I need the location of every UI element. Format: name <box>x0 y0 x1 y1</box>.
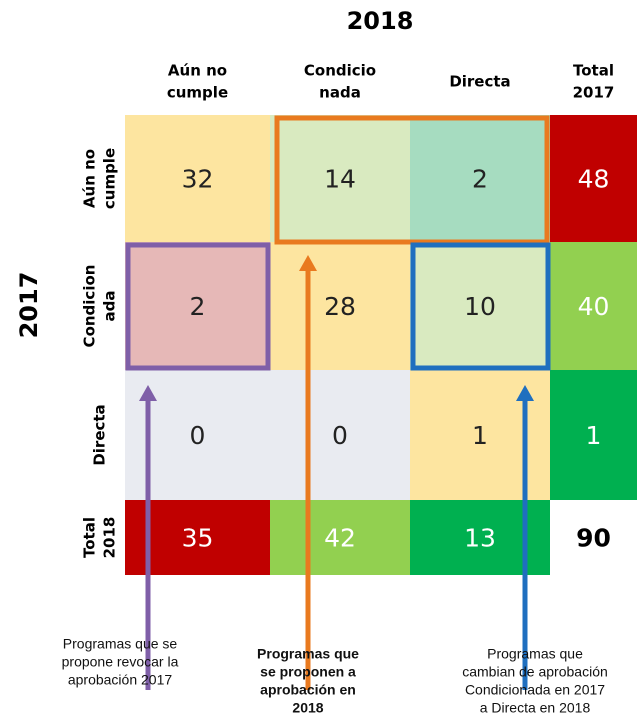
cell-value: 1 <box>472 421 488 450</box>
cell-value: 2 <box>190 292 206 321</box>
cell-value: 48 <box>578 165 610 194</box>
cell <box>270 242 410 370</box>
cell <box>125 242 270 370</box>
column-header: Total <box>573 62 614 80</box>
row-header: Directa <box>91 404 109 465</box>
column-header: Condicio <box>304 62 376 80</box>
cell-value: 28 <box>324 292 356 321</box>
column-header: Directa <box>449 73 510 91</box>
cell-value: 2 <box>472 165 488 194</box>
row-header: ada <box>101 291 119 322</box>
annotation: Programas que <box>487 646 583 662</box>
annotation: propone revocar la <box>62 654 179 670</box>
cell <box>270 500 410 575</box>
cell-value: 13 <box>464 524 496 553</box>
top-title: 2018 <box>347 7 414 35</box>
cell-value: 32 <box>182 165 214 194</box>
annotation: se proponen a <box>260 664 356 680</box>
annotation: aprobación 2017 <box>68 672 173 688</box>
cell-value: 42 <box>324 524 356 553</box>
annotation: Condicionada en 2017 <box>465 682 605 698</box>
column-header: nada <box>319 84 361 102</box>
highlight-box <box>125 242 271 371</box>
cell <box>550 370 637 500</box>
annotation: 2018 <box>292 700 323 716</box>
annotation: Programas que se <box>63 636 178 652</box>
cell-value: 40 <box>578 292 610 321</box>
arrow-head <box>299 255 317 271</box>
annotation: cambian de aprobación <box>462 664 608 680</box>
side-title: 2017 <box>15 272 43 339</box>
arrow-head <box>139 385 157 401</box>
column-header: 2017 <box>573 84 615 102</box>
row-header: Total <box>81 517 99 558</box>
cell <box>550 242 637 370</box>
arrow-head <box>516 385 534 401</box>
cell-value: 14 <box>324 165 356 194</box>
cell-value: 10 <box>464 292 496 321</box>
cell-value: 35 <box>182 524 214 553</box>
highlight-box <box>410 242 551 371</box>
cell <box>270 370 410 500</box>
annotation: a Directa en 2018 <box>480 700 591 716</box>
cell <box>550 115 637 242</box>
cell-value: 0 <box>332 421 348 450</box>
cell <box>550 500 637 575</box>
column-header: cumple <box>167 84 228 102</box>
cell <box>125 115 270 242</box>
cell <box>270 115 410 242</box>
row-header: Aún no <box>81 149 99 208</box>
row-header: 2018 <box>101 517 119 559</box>
row-header: Condicion <box>81 265 99 348</box>
column-header: Aún no <box>168 62 227 80</box>
cell <box>410 242 550 370</box>
highlight-box <box>274 115 550 245</box>
row-header: cumple <box>101 148 119 209</box>
cell <box>410 115 550 242</box>
cell-value: 1 <box>586 421 602 450</box>
annotation: aprobación en <box>260 682 356 698</box>
annotation: Programas que <box>257 646 359 662</box>
cell-value: 90 <box>576 524 611 553</box>
cell-value: 0 <box>190 421 206 450</box>
